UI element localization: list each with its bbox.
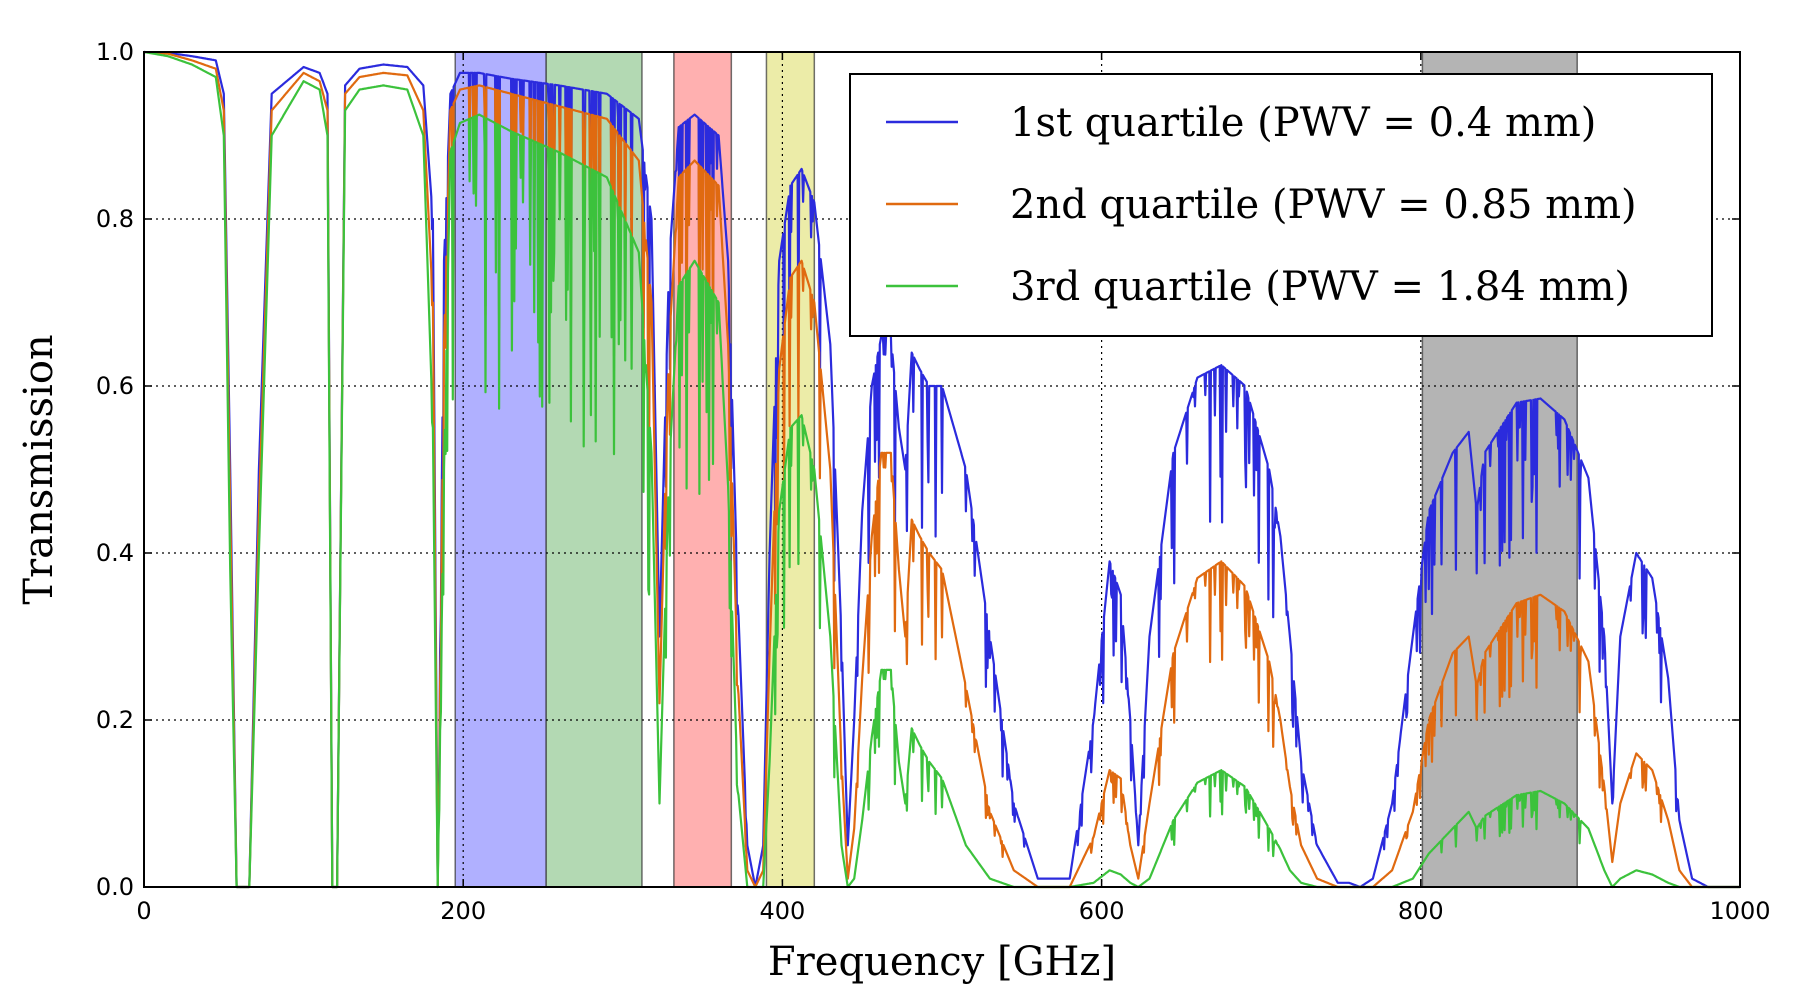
y-tick-label: 0.8 bbox=[96, 205, 134, 233]
legend-label-3: 3rd quartile (PWV = 1.84 mm) bbox=[1010, 264, 1630, 310]
y-axis-label: Transmission bbox=[16, 334, 62, 604]
y-tick-label: 0.0 bbox=[96, 873, 134, 901]
y-tick-label: 0.6 bbox=[96, 372, 134, 400]
x-axis-label: Frequency [GHz] bbox=[768, 939, 1116, 985]
x-tick-label: 400 bbox=[759, 897, 805, 925]
series-line-2 bbox=[143, 50, 1741, 889]
x-tick-label: 200 bbox=[440, 897, 486, 925]
x-tick-label: 1000 bbox=[1709, 897, 1770, 925]
x-tick-label: 600 bbox=[1079, 897, 1125, 925]
x-tick-label: 0 bbox=[136, 897, 151, 925]
y-tick-label: 0.2 bbox=[96, 706, 134, 734]
legend-box bbox=[849, 73, 1713, 337]
axis-ticks: 0 200 400 600 800 1000 0.0 0.2 0.4 0.6 0.8 1.0 bbox=[96, 38, 1771, 925]
series-line-1 bbox=[143, 50, 1741, 889]
series-line-3 bbox=[143, 50, 1741, 889]
legend: 1st quartile (PWV = 0.4 mm) 2nd quartile … bbox=[849, 73, 1713, 337]
y-tick-label: 0.4 bbox=[96, 539, 134, 567]
series-lines bbox=[143, 50, 1741, 889]
y-tick-label: 1.0 bbox=[96, 38, 134, 66]
legend-label-1: 1st quartile (PWV = 0.4 mm) bbox=[1010, 100, 1596, 146]
plot-frame bbox=[143, 51, 1741, 888]
x-tick-label: 800 bbox=[1398, 897, 1444, 925]
legend-label-2: 2nd quartile (PWV = 0.85 mm) bbox=[1010, 182, 1637, 228]
